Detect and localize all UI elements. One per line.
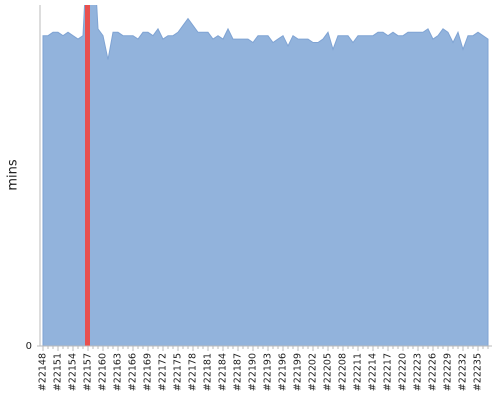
x-tick-label: #22211 — [353, 353, 364, 391]
x-tick-label: #22154 — [68, 353, 79, 391]
x-tick-label: #22166 — [128, 353, 139, 391]
x-tick-label: #22151 — [53, 353, 64, 391]
x-tick-label: #22193 — [263, 353, 274, 391]
x-tick-label: #22160 — [98, 353, 109, 391]
x-tick-label: #22169 — [143, 353, 154, 391]
x-tick-label: #22181 — [203, 353, 214, 391]
x-tick-label: #22205 — [323, 353, 334, 391]
x-tick-label: #22187 — [233, 353, 244, 391]
x-tick-label: #22148 — [38, 353, 49, 391]
plot-area — [42, 5, 489, 346]
x-tick-label: #22217 — [383, 353, 394, 391]
highlight-bar — [85, 5, 90, 346]
y-axis-label: mins — [6, 159, 21, 191]
area — [42, 5, 489, 346]
x-tick-label: #22223 — [413, 353, 424, 391]
x-tick-label: #22175 — [173, 353, 184, 391]
x-tick-label: #22190 — [248, 353, 259, 391]
y-tick-label: 0 — [26, 341, 32, 352]
x-tick-label: #22172 — [158, 353, 169, 391]
x-tick-label: #22232 — [458, 353, 469, 391]
x-tick-label: #22199 — [293, 353, 304, 391]
x-tick-label: #22178 — [188, 353, 199, 391]
x-tick-label: #22202 — [308, 353, 319, 391]
x-tick-label: #22229 — [443, 353, 454, 391]
x-tick-label: #22208 — [338, 353, 349, 391]
x-tick-label: #22214 — [368, 353, 379, 391]
x-tick-label: #22235 — [473, 353, 484, 391]
x-tick-label: #22226 — [428, 353, 439, 391]
x-tick-label: #22196 — [278, 353, 289, 391]
x-tick-label: #22163 — [113, 353, 124, 391]
x-tick-label: #22220 — [398, 353, 409, 391]
x-tick-label: #22157 — [83, 353, 94, 391]
x-tick-label: #22184 — [218, 353, 229, 391]
